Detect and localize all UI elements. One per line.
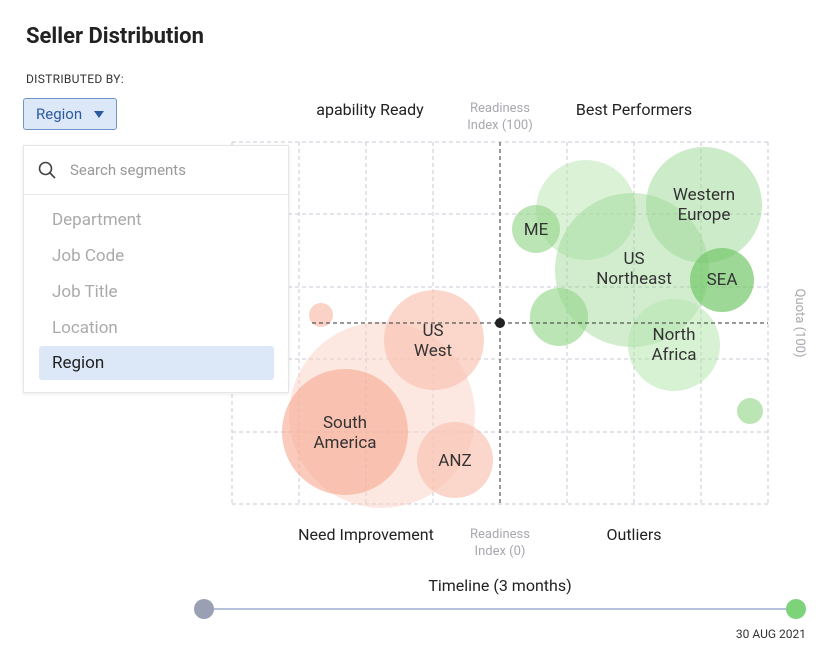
dropdown-panel: Search segments Department Job Code Job … xyxy=(23,145,289,393)
axis-label: Index (100) xyxy=(467,118,533,133)
bubble-label: West xyxy=(414,341,452,361)
bubble-label: Western xyxy=(673,185,735,205)
dropdown-option[interactable]: Job Code xyxy=(52,246,125,266)
bubble-label: SEA xyxy=(707,270,738,290)
dropdown-option[interactable]: Location xyxy=(52,318,118,338)
bubbles-positive xyxy=(512,147,763,424)
axis-label: Index (0) xyxy=(475,544,526,559)
dropdown-option-selected[interactable]: Region xyxy=(39,346,274,380)
dropdown-button[interactable]: Region xyxy=(23,98,117,130)
bubble-label: Africa xyxy=(651,345,696,365)
bubble[interactable] xyxy=(536,160,636,260)
bubble-label: ANZ xyxy=(438,451,471,471)
search-icon xyxy=(38,161,56,179)
bubble-label: Europe xyxy=(678,205,731,225)
dropdown-arrow xyxy=(94,110,105,118)
bubble-label: America xyxy=(313,433,376,453)
quadrant-label: Best Performers xyxy=(576,100,692,119)
timeline-end-date: 30 AUG 2021 xyxy=(736,627,806,641)
axis-label: Quota (100) xyxy=(792,289,807,358)
bubble[interactable] xyxy=(690,248,754,312)
bubbles-negative xyxy=(282,290,493,508)
filter-label: DISTRIBUTED BY: xyxy=(26,72,124,86)
center-dot xyxy=(495,318,505,328)
dropdown-selected: Region xyxy=(36,105,83,123)
bubble-label: US xyxy=(422,321,443,341)
page-title: Seller Distribution xyxy=(26,24,204,49)
bubble-labels: ME US Northeast Western Europe SEA North… xyxy=(313,185,737,471)
quadrant-label: apability Ready xyxy=(316,100,424,119)
axis-label: Readiness xyxy=(470,101,530,116)
timeline-start-handle[interactable] xyxy=(194,599,214,619)
search-placeholder: Search segments xyxy=(70,161,186,179)
bubble[interactable] xyxy=(737,398,763,424)
bubble[interactable] xyxy=(417,422,493,498)
bubble-label: Northeast xyxy=(596,269,672,289)
quadrant-label: Outliers xyxy=(606,525,661,544)
search-box[interactable]: Search segments xyxy=(24,146,288,195)
bubble[interactable] xyxy=(530,288,588,346)
axis-labels: Readiness Index (100) Readiness Index (0… xyxy=(467,101,807,559)
bubble[interactable] xyxy=(384,290,484,390)
quadrant-labels: apability Ready Best Performers Need Imp… xyxy=(298,100,692,544)
timeline-label: Timeline (3 months) xyxy=(428,576,571,595)
dropdown-option[interactable]: Job Title xyxy=(52,282,118,302)
quadrant-label: Need Improvement xyxy=(298,525,434,544)
bubble[interactable] xyxy=(309,303,333,327)
bubble[interactable] xyxy=(282,369,408,495)
bubble-label: US xyxy=(623,249,644,269)
bubble[interactable] xyxy=(512,205,560,253)
bubble[interactable] xyxy=(628,299,720,391)
bubble-label: North xyxy=(653,325,696,345)
timeline-end-handle[interactable] xyxy=(786,599,806,619)
bubble[interactable] xyxy=(646,147,762,263)
bubble-label: South xyxy=(323,413,367,433)
axis-label: Readiness xyxy=(470,527,530,542)
bubble-label: ME xyxy=(524,220,549,240)
dropdown-option[interactable]: Department xyxy=(52,210,142,230)
